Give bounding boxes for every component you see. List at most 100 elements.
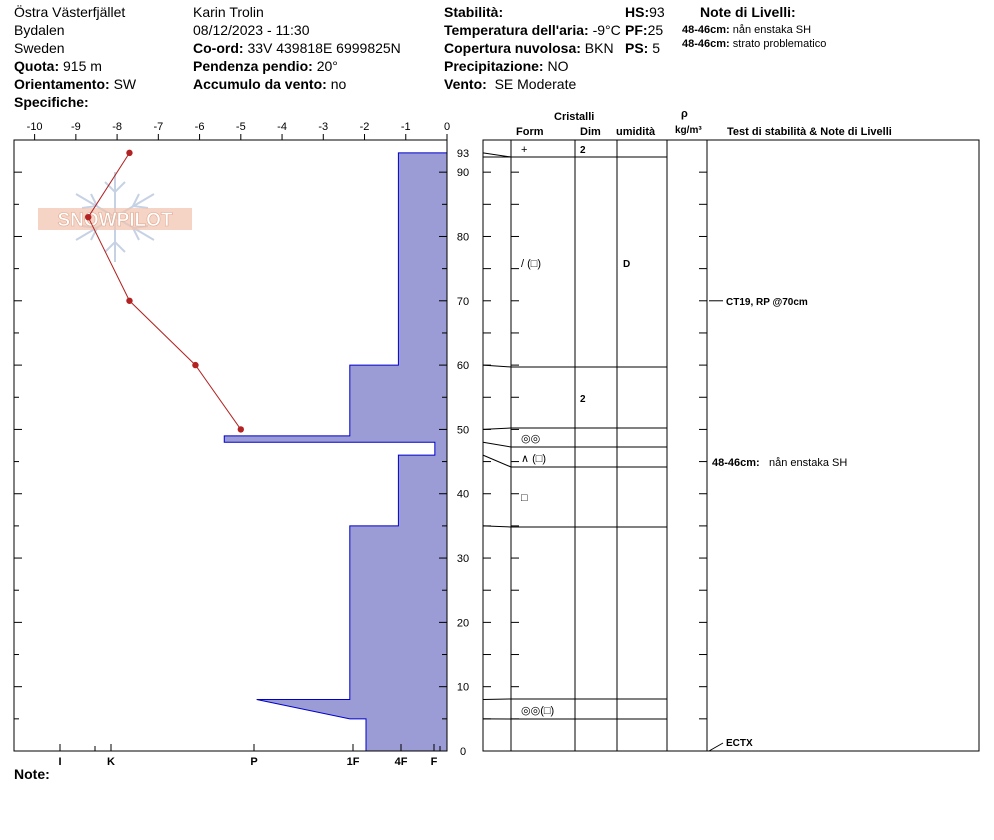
density-unit: kg/m³ (675, 125, 702, 136)
specifics-label: Specifiche: (14, 94, 89, 110)
temperature-point (126, 297, 133, 304)
precip-value: NO (547, 58, 569, 74)
size-header: Dim (580, 126, 601, 138)
note-label: Note: (14, 766, 50, 782)
slope: Pendenza pendio: 20° (193, 58, 338, 75)
elevation-label: Quota: (14, 58, 60, 74)
temperature-line (87, 152, 242, 430)
hardness-label: 4F (395, 756, 408, 768)
layer-size: 2 (580, 145, 586, 156)
layer-connector (482, 152, 512, 158)
elevation: Quota: 915 m (14, 58, 102, 75)
wind-loading-value: no (330, 76, 347, 92)
hardness-profile (223, 152, 448, 752)
air-temp-value: -9°C (592, 22, 621, 38)
hardness-label: P (250, 756, 257, 768)
layer-size: 2 (580, 394, 586, 405)
temp-tick-label: 0 (444, 121, 450, 133)
logo-band (38, 208, 192, 230)
height-tick-label: 40 (457, 489, 469, 501)
stability-test-pointer (708, 742, 724, 752)
slope-label: Pendenza pendio: (193, 58, 313, 74)
stability-notes-header: Test di stabilità & Note di Livelli (727, 126, 892, 138)
temperature-point (192, 361, 199, 369)
height-tick-label: 80 (457, 231, 469, 243)
coord-value: 33V 439818E 6999825N (247, 40, 401, 56)
layer-connector (482, 698, 512, 701)
height-tick-label: 60 (457, 360, 469, 372)
crystals-header: Cristalli (554, 111, 595, 123)
wind-loading: Accumulo da vento: no (193, 76, 346, 93)
hs-value: 93 (649, 4, 665, 20)
layer-comment-text: nån enstaka SH (769, 457, 847, 469)
layer-note-2-range: 48-46cm: (682, 38, 730, 50)
elevation-value: 915 m (63, 58, 102, 74)
temp-tick-label: -10 (27, 121, 43, 133)
layer-form: + (521, 144, 527, 156)
air-temp-label: Temperatura dell'aria: (444, 22, 589, 38)
cloud-value: BKN (584, 40, 614, 56)
observer: Karin Trolin (193, 4, 264, 20)
slope-value: 20° (316, 58, 338, 74)
hs: HS:93 (625, 4, 665, 21)
layer-form: ◎◎(□) (521, 705, 554, 717)
layer-form: ◎◎ (521, 433, 540, 445)
temp-tick-label: -1 (401, 121, 411, 133)
form-header: Form (516, 126, 544, 138)
height-tick-label: 20 (457, 617, 469, 629)
layer-connector (482, 364, 512, 368)
precip-label: Precipitazione: (444, 58, 544, 74)
temp-tick-label: -8 (112, 121, 122, 133)
location: Östra Västerfjället (14, 4, 126, 20)
pf-value: 25 (647, 22, 664, 38)
layer-note-1: 48-46cm: nån enstaka SH (682, 24, 811, 37)
moisture-header: umidità (616, 126, 656, 138)
height-tick-label: 10 (457, 682, 469, 694)
temp-tick-label: -5 (236, 121, 246, 133)
temperature-point (126, 149, 133, 157)
layer-connector (482, 441, 512, 448)
logo-text: SNOWPILOT (57, 210, 172, 231)
region: Bydalen (14, 22, 65, 38)
layer-form: ∧ (□) (521, 453, 546, 465)
layer-form: □ (521, 492, 528, 504)
ps-value: 5 (652, 40, 661, 56)
layer-form: / (□) (521, 258, 541, 270)
hardness-label: I (58, 756, 61, 768)
height-tick-label: 30 (457, 553, 469, 565)
temperature-point (85, 213, 92, 221)
aspect: Orientamento: SW (14, 76, 136, 93)
cloud-label: Copertura nuvolosa: (444, 40, 581, 56)
layer-moisture: D (623, 259, 630, 270)
layer-note-2: 48-46cm: strato problematico (682, 38, 826, 51)
hardness-label: F (431, 756, 438, 768)
datetime: 08/12/2023 - 11:30 (193, 22, 310, 38)
stability-test-label: CT19, RP @70cm (726, 297, 808, 308)
wind-loading-label: Accumulo da vento: (193, 76, 327, 92)
aspect-label: Orientamento: (14, 76, 110, 92)
wind: Vento: SE Moderate (444, 76, 576, 93)
temp-tick-label: -6 (195, 121, 205, 133)
hardness-label: 1F (347, 756, 360, 768)
layer-note-1-text: nån enstaka SH (732, 24, 812, 36)
layer-connector (482, 454, 512, 468)
height-tick-label: 70 (457, 296, 469, 308)
layer-connector (482, 427, 512, 430)
coord-label: Co-ord: (193, 40, 244, 56)
air-temp: Temperatura dell'aria: -9°C (444, 22, 621, 39)
country: Sweden (14, 40, 65, 56)
temp-tick-label: -9 (71, 121, 81, 133)
layer-table-frame (482, 139, 980, 752)
pf: PF:25 (625, 22, 663, 39)
aspect-value: SW (113, 76, 137, 92)
height-tick-label: 0 (460, 746, 466, 758)
wind-label: Vento: (444, 76, 487, 92)
temperature-point (237, 426, 245, 433)
ps-label: PS: (625, 40, 649, 56)
temp-tick-label: -7 (153, 121, 163, 133)
layer-connector (482, 525, 512, 528)
layer-note-1-range: 48-46cm: (682, 24, 730, 36)
density-symbol: ρ (681, 108, 688, 120)
temp-tick-label: -2 (360, 121, 370, 133)
